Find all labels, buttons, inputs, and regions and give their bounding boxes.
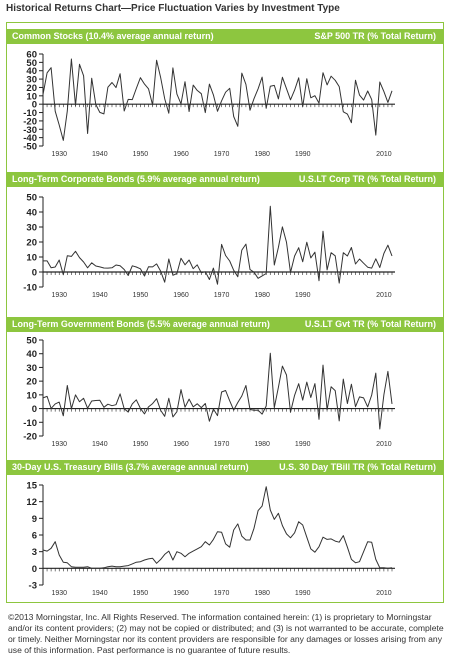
panel-series-corp-bonds: U.S.LT Corp TR (% Total Return) — [298, 174, 436, 184]
y-tick-label: 30 — [26, 223, 37, 234]
panel-title-stocks: Common Stocks (10.4% average annual retu… — [12, 31, 214, 41]
x-tick-label: 1950 — [133, 590, 149, 597]
y-tick-label: 3 — [32, 547, 37, 558]
panel-series-tbills: U.S. 30 Day TBill TR (% Total Return) — [279, 462, 436, 472]
y-tick-label: 20 — [26, 238, 37, 249]
series-line — [42, 352, 393, 430]
y-tick-label: 40 — [26, 208, 37, 219]
chart-tbills: -3 0 3 6 9 12 15 1930 1940 1950 1960 1970 1980 1990 20… — [26, 481, 395, 597]
x-tick-label: 1990 — [295, 292, 311, 299]
x-tick-label: 1970 — [214, 151, 230, 158]
x-tick-label: 1970 — [214, 441, 230, 448]
chart-frame — [6, 22, 444, 603]
x-tick-label: 2010 — [376, 441, 392, 448]
x-tick-label: 1970 — [214, 590, 230, 597]
x-tick-label: 1930 — [51, 151, 67, 158]
y-tick-label: 0 — [32, 268, 37, 279]
y-tick-label: 0 — [32, 404, 37, 415]
x-tick-label: 1950 — [133, 441, 149, 448]
series-line — [42, 58, 393, 141]
panel-header-gov-bonds: Long-Term Government Bonds (5.5% average… — [6, 317, 444, 332]
x-tick-label: 1990 — [295, 441, 311, 448]
x-tick-label: 1950 — [133, 151, 149, 158]
x-tick-label: 1970 — [214, 292, 230, 299]
x-tick-label: 1960 — [173, 292, 189, 299]
x-tick-label: 1940 — [92, 590, 108, 597]
y-tick-label: 10 — [26, 253, 37, 264]
panel-title-gov-bonds: Long-Term Government Bonds (5.5% average… — [12, 319, 270, 329]
panel-series-stocks: S&P 500 TR (% Total Return) — [314, 31, 436, 41]
y-tick-label: 0 — [32, 564, 37, 575]
x-tick-label: 1960 — [173, 441, 189, 448]
y-tick-label: -20 — [23, 116, 37, 127]
y-tick-label: 12 — [26, 497, 37, 508]
x-tick-label: 1940 — [92, 292, 108, 299]
copyright-footer: ©2013 Morningstar, Inc. All Rights Reser… — [8, 612, 444, 655]
y-tick-label: -50 — [23, 142, 37, 153]
panel-title-corp-bonds: Long-Term Corporate Bonds (5.9% average … — [12, 174, 260, 184]
y-tick-label: 60 — [26, 50, 37, 61]
y-tick-label: -30 — [23, 125, 37, 136]
x-tick-label: 1980 — [254, 292, 270, 299]
chart-gov-bonds: -20 -10 0 10 20 30 40 50 1930 1940 1950 1960 1970 198… — [23, 336, 395, 448]
panel-header-corp-bonds: Long-Term Corporate Bonds (5.9% average … — [6, 172, 444, 187]
y-tick-label: -10 — [23, 418, 37, 429]
y-tick-label: 0 — [32, 100, 37, 111]
x-tick-label: 1940 — [92, 441, 108, 448]
page-title: Historical Returns Chart—Price Fluctuati… — [6, 3, 340, 14]
x-tick-label: 1990 — [295, 151, 311, 158]
y-tick-label: -40 — [23, 133, 37, 144]
x-tick-label: 2010 — [376, 151, 392, 158]
x-tick-label: 2010 — [376, 590, 392, 597]
y-tick-label: -3 — [29, 581, 37, 592]
x-tick-label: 1960 — [173, 151, 189, 158]
y-tick-label: -10 — [23, 283, 37, 294]
y-tick-label: 9 — [32, 514, 37, 525]
x-tick-label: 1990 — [295, 590, 311, 597]
y-tick-label: 6 — [32, 531, 37, 542]
x-tick-label: 1980 — [254, 151, 270, 158]
x-tick-label: 1930 — [51, 292, 67, 299]
y-tick-label: 40 — [26, 349, 37, 360]
y-tick-label: -10 — [23, 108, 37, 119]
x-tick-label: 1930 — [51, 441, 67, 448]
x-tick-label: 1930 — [51, 590, 67, 597]
y-tick-label: 30 — [26, 75, 37, 86]
series-line — [42, 486, 393, 569]
y-tick-label: 50 — [26, 336, 37, 347]
y-tick-label: 10 — [26, 390, 37, 401]
y-tick-label: 30 — [26, 363, 37, 374]
y-tick-label: -20 — [23, 432, 37, 443]
x-tick-label: 1960 — [173, 590, 189, 597]
x-tick-label: 1950 — [133, 292, 149, 299]
panel-header-stocks: Common Stocks (10.4% average annual retu… — [6, 29, 444, 44]
chart-corp-bonds: -10 0 10 20 30 40 50 1930 1940 1950 1960 1970 1980 19… — [23, 193, 395, 299]
y-tick-label: 40 — [26, 66, 37, 77]
x-tick-label: 1940 — [92, 151, 108, 158]
y-tick-label: 15 — [26, 481, 37, 492]
y-tick-label: 10 — [26, 91, 37, 102]
panel-title-tbills: 30-Day U.S. Treasury Bills (3.7% average… — [12, 462, 249, 472]
y-tick-label: 20 — [26, 83, 37, 94]
y-tick-label: 20 — [26, 377, 37, 388]
x-tick-label: 1980 — [254, 590, 270, 597]
y-tick-label: 50 — [26, 58, 37, 69]
series-line — [43, 205, 393, 285]
panel-series-gov-bonds: U.S.LT Gvt TR (% Total Return) — [304, 319, 436, 329]
y-tick-label: 50 — [26, 193, 37, 204]
x-tick-label: 1980 — [254, 441, 270, 448]
panel-header-tbills: 30-Day U.S. Treasury Bills (3.7% average… — [6, 460, 444, 475]
x-tick-label: 2010 — [376, 292, 392, 299]
